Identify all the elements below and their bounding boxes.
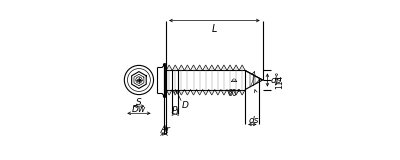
- Bar: [164, 63, 166, 97]
- Text: S: S: [136, 98, 142, 107]
- Text: dp: dp: [270, 76, 282, 84]
- Text: ds: ds: [249, 116, 259, 125]
- Text: Dw: Dw: [132, 105, 146, 114]
- Text: 114°: 114°: [275, 71, 284, 89]
- Text: Pi: Pi: [171, 106, 179, 115]
- Text: 60°: 60°: [227, 89, 241, 98]
- Text: Ar: Ar: [160, 125, 170, 134]
- Text: L: L: [212, 24, 217, 35]
- Text: D: D: [182, 101, 189, 110]
